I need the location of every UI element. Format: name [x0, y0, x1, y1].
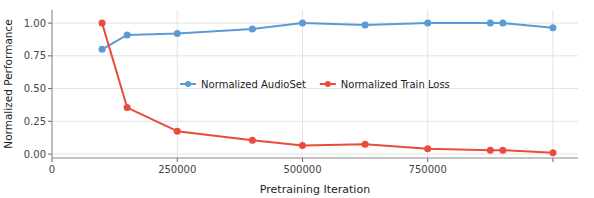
data-point — [299, 142, 306, 149]
data-point — [362, 22, 369, 29]
tick-label: 750000 — [409, 164, 447, 175]
data-point — [99, 46, 106, 53]
grid-line — [52, 154, 578, 155]
data-point — [124, 31, 131, 38]
y-axis-label: Normalized Performance — [2, 19, 14, 148]
legend-swatch — [185, 81, 191, 87]
data-point — [174, 128, 181, 135]
legend: Normalized AudioSet Normalized Train Loss — [180, 79, 450, 90]
data-point — [549, 24, 556, 31]
tick-label: 0.50 — [24, 83, 46, 94]
data-point — [499, 20, 506, 27]
grid-line — [52, 10, 53, 158]
tick-label: 0.75 — [24, 50, 46, 61]
series-line — [102, 23, 553, 153]
series-line — [102, 23, 553, 49]
data-point — [424, 145, 431, 152]
tick-label: 1.00 — [24, 18, 46, 29]
tick-mark — [48, 88, 52, 89]
tick-label: 0.00 — [24, 149, 46, 160]
tick-label: 0 — [49, 164, 55, 175]
legend-swatch — [325, 81, 331, 87]
data-point — [174, 30, 181, 37]
x-axis-line — [52, 158, 578, 159]
chart: 0 250000 500000 750000 0.00 0.25 0.50 0.75 1.00 P… — [0, 0, 594, 198]
data-point — [249, 137, 256, 144]
x-axis-label: Pretraining Iteration — [260, 183, 370, 196]
grid — [52, 10, 578, 158]
tick-label: 0.25 — [24, 116, 46, 127]
data-point — [124, 104, 131, 111]
legend-label: Normalized AudioSet — [201, 79, 306, 90]
grid-line — [52, 121, 578, 122]
tick-label: 500000 — [283, 164, 321, 175]
data-point — [549, 149, 556, 156]
tick-mark — [302, 158, 303, 162]
tick-mark — [48, 55, 52, 56]
grid-line — [52, 55, 578, 56]
data-point — [424, 20, 431, 27]
tick-mark — [427, 158, 428, 162]
tick-mark — [48, 23, 52, 24]
legend-label: Normalized Train Loss — [341, 79, 450, 90]
data-point — [362, 141, 369, 148]
grid-line — [52, 88, 578, 89]
data-point — [249, 25, 256, 32]
tick-mark — [48, 121, 52, 122]
plot-area — [99, 20, 557, 157]
data-point — [99, 20, 106, 27]
grid-line — [552, 10, 553, 158]
data-point — [299, 20, 306, 27]
data-point — [487, 20, 494, 27]
tick-label: 250000 — [158, 164, 196, 175]
data-point — [487, 147, 494, 154]
axes: 0 250000 500000 750000 0.00 0.25 0.50 0.75 1.00 — [24, 10, 578, 175]
data-point — [499, 147, 506, 154]
tick-mark — [177, 158, 178, 162]
tick-mark — [48, 154, 52, 155]
legend-item: Normalized AudioSet — [180, 79, 306, 90]
tick-mark — [552, 158, 553, 162]
legend-item: Normalized Train Loss — [320, 79, 450, 90]
y-axis-line — [52, 10, 53, 158]
tick-mark — [52, 158, 53, 162]
